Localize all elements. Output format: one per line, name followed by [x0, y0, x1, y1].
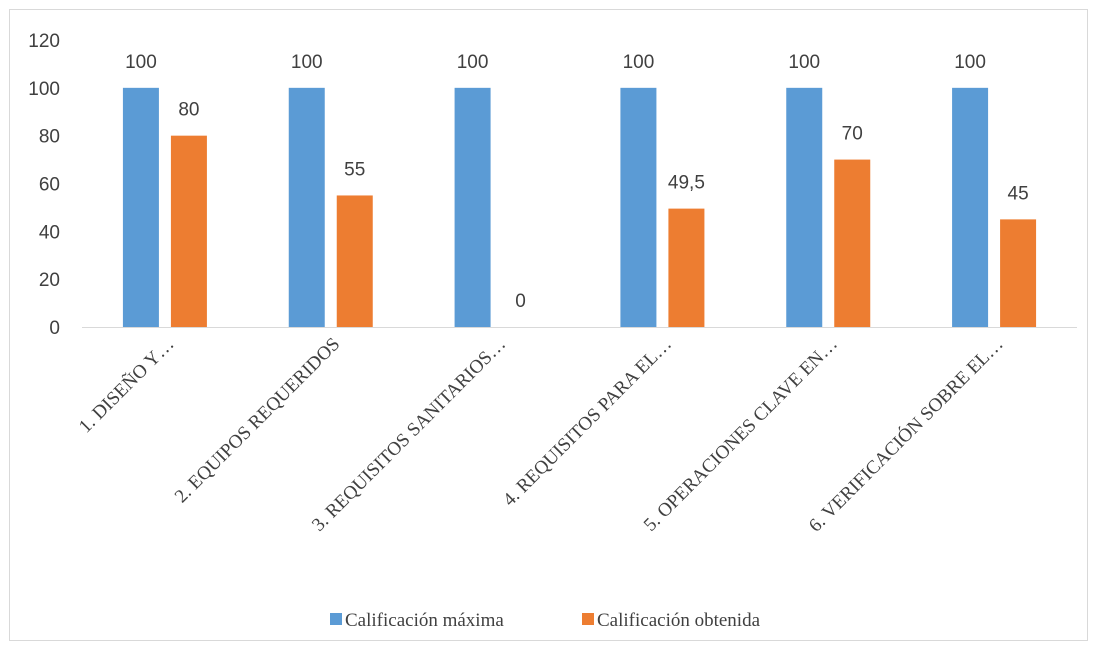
bar-series-2-5	[834, 159, 871, 327]
bar-series-2-6	[1000, 219, 1037, 327]
data-label: 80	[178, 100, 199, 121]
bar-series-2-1	[170, 135, 207, 327]
y-tick-label: 100	[28, 79, 60, 100]
legend: Calificación máxima Calificación obtenida	[330, 610, 761, 631]
x-tick-label: 1. DISEÑO Y…	[74, 333, 178, 437]
data-label: 100	[954, 52, 986, 73]
data-labels-group: 100 80 100 55 100 0 100 49,5 100 70 100 45	[125, 52, 1029, 312]
legend-swatch	[330, 613, 342, 625]
bar-series-1-4	[620, 87, 657, 327]
legend-swatch	[582, 613, 594, 625]
bars-group	[122, 87, 1037, 327]
data-label: 70	[842, 124, 863, 145]
data-label: 100	[125, 52, 157, 73]
y-tick-label: 20	[39, 270, 60, 291]
y-tick-label: 40	[39, 222, 60, 243]
data-label: 49,5	[668, 173, 705, 194]
legend-label: Calificación máxima	[345, 610, 504, 631]
data-label: 100	[291, 52, 323, 73]
bar-series-1-1	[122, 87, 159, 327]
data-label: 100	[623, 52, 655, 73]
y-tick-label: 0	[49, 318, 60, 339]
bar-series-1-6	[952, 87, 989, 327]
y-axis-ticks: 0 20 40 60 80 100 120	[28, 31, 60, 339]
x-tick-label: 4. REQUISITOS PARA EL…	[499, 334, 676, 511]
data-label: 100	[788, 52, 820, 73]
y-tick-label: 120	[28, 31, 60, 52]
bar-series-2-4	[668, 208, 705, 327]
bar-series-2-2	[336, 195, 373, 327]
data-label: 55	[344, 159, 365, 180]
x-tick-label: 3. REQUISITOS SANITARIOS…	[308, 334, 510, 536]
bar-series-1-5	[786, 87, 823, 327]
bar-series-1-3	[454, 87, 491, 327]
x-tick-label: 2. EQUIPOS REQUERIDOS	[171, 334, 344, 507]
data-label: 0	[515, 291, 526, 312]
data-label: 100	[457, 52, 489, 73]
y-tick-label: 80	[39, 127, 60, 148]
bar-series-1-2	[288, 87, 325, 327]
x-tick-label: 5. OPERACIONES CLAVE EN…	[640, 334, 842, 536]
x-tick-label: 6. VERIFICACIÓN SOBRE EL…	[804, 333, 1007, 536]
data-label: 45	[1008, 183, 1029, 204]
y-tick-label: 60	[39, 175, 60, 196]
legend-label: Calificación obtenida	[597, 610, 761, 631]
